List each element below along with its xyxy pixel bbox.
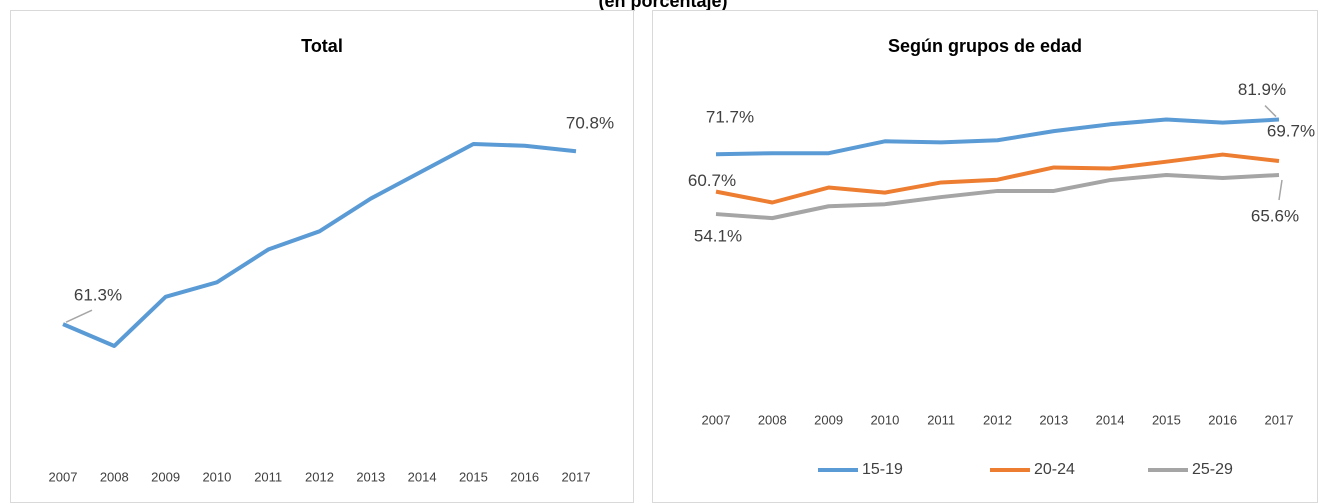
- series-line: [62, 141, 577, 348]
- x-tick-label: 2017: [1265, 412, 1294, 427]
- x-tick-label: 2015: [1152, 412, 1181, 427]
- x-tick-label: 2015: [459, 469, 488, 484]
- panel-frame: [10, 10, 634, 503]
- x-tick-label: 2010: [202, 469, 231, 484]
- x-tick-label: 2009: [814, 412, 843, 427]
- legend-label: 15-19: [862, 461, 903, 478]
- chart-title: Según grupos de edad: [888, 36, 1082, 56]
- leader-line: [1278, 179, 1283, 201]
- leader-line: [65, 309, 93, 323]
- x-tick-label: 2010: [870, 412, 899, 427]
- x-tick-label: 2014: [408, 469, 437, 484]
- series-line: [715, 152, 1280, 205]
- data-label: 65.6%: [1251, 206, 1299, 225]
- x-tick-label: 2007: [702, 412, 731, 427]
- legend-label: 20-24: [1034, 461, 1075, 478]
- x-tick-label: 2012: [305, 469, 334, 484]
- data-label: 71.7%: [706, 108, 754, 127]
- panel-frame: [652, 10, 1318, 503]
- data-label: 61.3%: [74, 286, 122, 305]
- x-tick-label: 2007: [49, 469, 78, 484]
- series-line: [715, 117, 1280, 157]
- leader-line: [1264, 105, 1277, 118]
- x-tick-label: 2017: [562, 469, 591, 484]
- x-tick-label: 2016: [510, 469, 539, 484]
- legend-label: 25-29: [1192, 461, 1233, 478]
- x-tick-label: 2016: [1208, 412, 1237, 427]
- x-tick-label: 2008: [100, 469, 129, 484]
- data-label: 81.9%: [1238, 80, 1286, 99]
- series-line: [715, 172, 1280, 221]
- x-tick-label: 2011: [254, 469, 282, 484]
- x-tick-label: 2011: [927, 412, 955, 427]
- data-label: 60.7%: [688, 171, 736, 190]
- x-tick-label: 2008: [758, 412, 787, 427]
- chart-title: Total: [301, 36, 343, 56]
- x-tick-label: 2013: [356, 469, 385, 484]
- x-tick-label: 2012: [983, 412, 1012, 427]
- x-tick-label: 2013: [1039, 412, 1068, 427]
- data-label: 69.7%: [1267, 122, 1315, 141]
- data-label: 70.8%: [566, 114, 614, 133]
- x-tick-label: 2009: [151, 469, 180, 484]
- data-label: 54.1%: [694, 227, 742, 246]
- x-tick-label: 2014: [1096, 412, 1125, 427]
- page-title: (en porcentaje): [598, 0, 727, 11]
